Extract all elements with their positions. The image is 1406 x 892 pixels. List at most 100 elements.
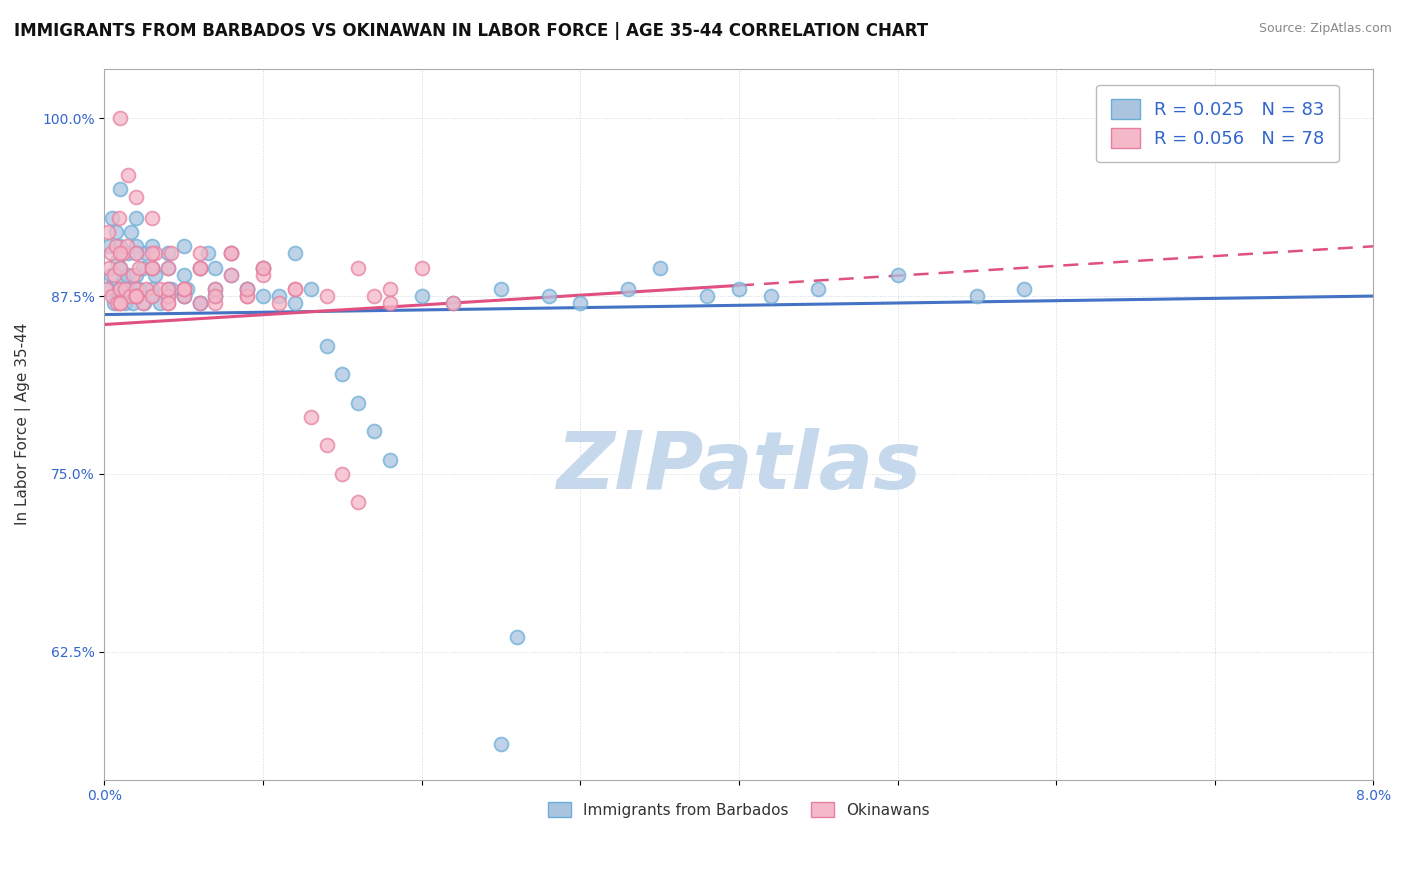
Point bbox=[104, 239, 127, 253]
Point bbox=[188, 260, 211, 275]
Point bbox=[98, 260, 121, 275]
Point bbox=[188, 296, 211, 310]
Point bbox=[966, 289, 988, 303]
Point bbox=[103, 268, 125, 282]
Point bbox=[236, 282, 259, 296]
Point bbox=[110, 260, 132, 275]
Point bbox=[759, 289, 782, 303]
Point bbox=[98, 239, 121, 253]
Point bbox=[125, 289, 148, 303]
Point bbox=[284, 282, 307, 296]
Y-axis label: In Labor Force | Age 35-44: In Labor Force | Age 35-44 bbox=[15, 323, 31, 525]
Point bbox=[363, 424, 385, 438]
Point bbox=[117, 168, 139, 182]
Point bbox=[204, 282, 226, 296]
Point bbox=[104, 225, 127, 239]
Point bbox=[489, 282, 512, 296]
Point bbox=[114, 282, 136, 296]
Point bbox=[188, 246, 211, 260]
Point bbox=[141, 289, 163, 303]
Point bbox=[378, 296, 401, 310]
Point bbox=[149, 296, 172, 310]
Point bbox=[284, 282, 307, 296]
Point bbox=[299, 282, 322, 296]
Point bbox=[506, 631, 529, 645]
Point bbox=[110, 296, 132, 310]
Point bbox=[363, 289, 385, 303]
Point bbox=[221, 268, 243, 282]
Point bbox=[143, 246, 166, 260]
Point bbox=[110, 112, 132, 126]
Point bbox=[188, 260, 211, 275]
Point bbox=[110, 296, 132, 310]
Point bbox=[120, 225, 142, 239]
Point bbox=[378, 282, 401, 296]
Point bbox=[125, 289, 148, 303]
Point bbox=[125, 246, 148, 260]
Point bbox=[132, 296, 155, 310]
Point bbox=[112, 275, 135, 289]
Point bbox=[105, 296, 128, 310]
Point bbox=[156, 260, 179, 275]
Point bbox=[569, 296, 592, 310]
Point bbox=[125, 289, 148, 303]
Point bbox=[204, 289, 226, 303]
Point bbox=[176, 282, 198, 296]
Point bbox=[489, 737, 512, 751]
Point bbox=[141, 260, 163, 275]
Point bbox=[135, 282, 157, 296]
Point bbox=[110, 182, 132, 196]
Point bbox=[315, 289, 337, 303]
Point bbox=[173, 282, 195, 296]
Point bbox=[100, 268, 122, 282]
Point bbox=[122, 296, 145, 310]
Point bbox=[125, 189, 148, 203]
Point bbox=[347, 260, 370, 275]
Point bbox=[156, 296, 179, 310]
Point bbox=[141, 260, 163, 275]
Point bbox=[315, 438, 337, 452]
Point bbox=[128, 282, 150, 296]
Point bbox=[188, 296, 211, 310]
Point bbox=[143, 268, 166, 282]
Point bbox=[537, 289, 560, 303]
Point bbox=[204, 260, 226, 275]
Point bbox=[221, 246, 243, 260]
Point bbox=[128, 260, 150, 275]
Point bbox=[696, 289, 718, 303]
Point bbox=[173, 289, 195, 303]
Point bbox=[160, 246, 183, 260]
Point bbox=[101, 289, 124, 303]
Point bbox=[267, 296, 290, 310]
Point bbox=[441, 296, 464, 310]
Point bbox=[236, 282, 259, 296]
Point bbox=[135, 246, 157, 260]
Point bbox=[115, 239, 138, 253]
Point bbox=[101, 211, 124, 225]
Point bbox=[173, 239, 195, 253]
Point bbox=[173, 282, 195, 296]
Point bbox=[125, 268, 148, 282]
Legend: Immigrants from Barbados, Okinawans: Immigrants from Barbados, Okinawans bbox=[540, 794, 938, 825]
Point bbox=[110, 289, 132, 303]
Point bbox=[118, 289, 141, 303]
Point bbox=[204, 282, 226, 296]
Point bbox=[204, 289, 226, 303]
Point bbox=[204, 296, 226, 310]
Text: IMMIGRANTS FROM BARBADOS VS OKINAWAN IN LABOR FORCE | AGE 35-44 CORRELATION CHAR: IMMIGRANTS FROM BARBADOS VS OKINAWAN IN … bbox=[14, 22, 928, 40]
Point bbox=[173, 282, 195, 296]
Point bbox=[252, 260, 274, 275]
Point bbox=[284, 246, 307, 260]
Point bbox=[284, 296, 307, 310]
Point bbox=[173, 289, 195, 303]
Point bbox=[197, 246, 219, 260]
Point bbox=[114, 296, 136, 310]
Point bbox=[110, 282, 132, 296]
Point bbox=[299, 409, 322, 424]
Point bbox=[156, 296, 179, 310]
Point bbox=[156, 289, 179, 303]
Point bbox=[110, 260, 132, 275]
Point bbox=[141, 239, 163, 253]
Point bbox=[347, 395, 370, 409]
Point bbox=[267, 289, 290, 303]
